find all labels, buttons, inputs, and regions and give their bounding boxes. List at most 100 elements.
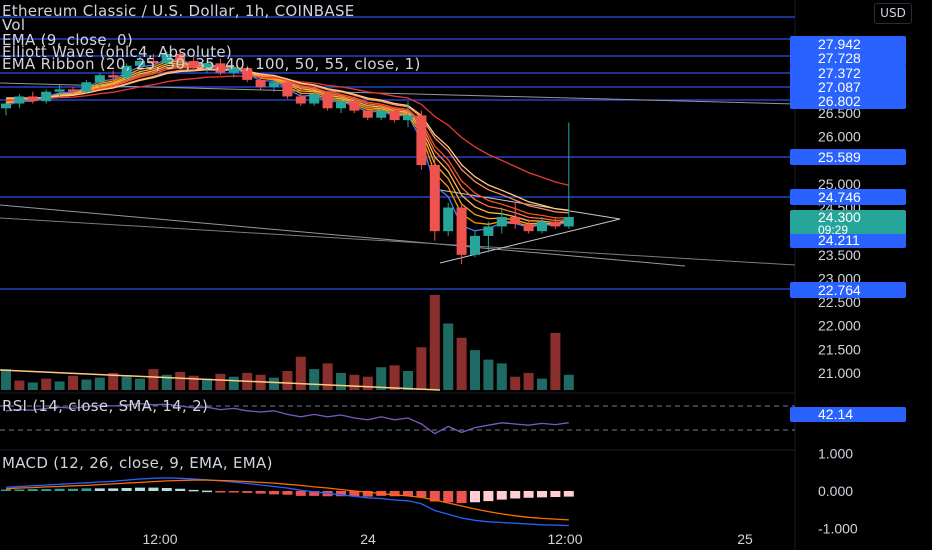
macd-histogram-bar [255,491,266,494]
price-tick-label: 21.500 [818,341,861,357]
candle-body [416,115,427,165]
candle-body [322,94,333,109]
volume-bar [41,378,52,390]
macd-histogram-bar [121,488,132,491]
candle-body [202,63,212,69]
price-tick-label: 23.500 [818,247,861,263]
volume-bar [456,337,467,390]
currency-button[interactable]: USD [874,3,912,24]
volume-bar [1,369,11,390]
ema-ribbon-line [5,69,569,211]
volume-bar [563,374,574,390]
volume-bar [376,367,387,390]
signal-line [5,479,569,521]
volume-bar [215,373,226,390]
rsi-value-text: 42.14 [818,406,853,422]
volume-bar [483,359,494,390]
vol-legend[interactable]: Vol [2,16,26,34]
volume-bar [148,369,159,390]
candle-body [255,79,266,87]
candle-body [54,89,65,92]
rsi-legend[interactable]: RSI (14, close, SMA, 14, 2) [2,397,209,415]
price-label-box [790,232,906,248]
macd-histogram-bar [14,489,25,491]
macd-histogram-bar [108,488,119,491]
candle-body [496,217,507,227]
triangle-line [439,218,621,264]
macd-histogram-bar [202,490,212,493]
volume-bar [470,350,480,390]
macd-histogram-bar [403,491,413,496]
candle-body [295,96,306,104]
macd-histogram-bar [510,491,521,499]
macd-histogram-bar [68,488,78,491]
candle-body [282,82,293,97]
macd-histogram-bar [309,491,320,496]
volume-bar [269,377,279,390]
volume-bar [228,376,239,390]
price-label-text: 26.802 [818,93,861,109]
candle-body [68,89,78,92]
volume-bar [349,374,360,390]
price-tick-label: 21.000 [818,365,861,381]
macd-tick-label: -1.000 [818,521,858,537]
price-label-box [790,93,906,109]
ribbon-legend[interactable]: EMA Ribbon (20, 25, 30, 35, 40, 100, 50,… [2,55,421,73]
volume-bar [135,378,145,390]
volume-bar [121,376,132,390]
candle-body [188,61,199,69]
macd-histogram-bar [523,491,534,498]
candle-body [443,207,454,232]
candle-body [510,217,521,225]
volume-bar [188,375,199,390]
candle-body [14,96,25,104]
price-label-text: 27.087 [818,79,861,95]
macd-histogram-bar [563,491,574,497]
volume-bar [202,378,212,390]
price-tick-label: 22.000 [818,318,861,334]
candle-body [94,75,105,83]
candle-body [563,217,574,227]
macd-legend[interactable]: MACD (12, 26, close, 9, EMA, EMA) [2,454,273,472]
candle-body [108,75,119,78]
candle-body [523,224,534,232]
price-tick-label: 26.000 [818,129,861,145]
macd-histogram-bar [550,491,561,497]
symbol-title[interactable]: Ethereum Classic / U.S. Dollar, 1h, COIN… [2,2,355,20]
macd-histogram-bar [215,491,226,493]
macd-histogram-bar [94,488,105,491]
current-price-text: 24.300 [818,209,861,225]
macd-histogram-bar [81,488,92,491]
macd-histogram-bar [41,489,52,491]
macd-histogram-bar [496,491,507,500]
macd-histogram-bar [175,488,186,491]
candle-body [429,165,440,232]
volume-ma-line [0,369,441,391]
macd-histogram-bar [54,488,65,491]
current-price-box [790,210,906,234]
elliott-legend[interactable]: Elliott Wave (ohlc4, Absolute) [2,43,233,61]
rsi-value-box [790,407,906,422]
candle-body [81,82,92,92]
price-tick-label: 22.500 [818,294,861,310]
macd-histogram-bar [161,488,172,491]
candle-body [456,207,467,255]
candle-body [175,53,186,61]
macd-histogram-bar [456,491,467,503]
macd-histogram-bar [483,491,494,502]
price-label-box [790,282,906,298]
price-label-box [790,65,906,81]
candle-body [403,115,413,121]
trend-line [0,82,796,105]
macd-histogram-bar [1,489,11,491]
rsi-line [5,402,569,435]
volume-bar [282,371,293,390]
price-tick-label: 25.000 [818,176,861,192]
macd-histogram-bar [148,487,159,491]
volume-bar [161,374,172,390]
volume-bar [175,371,186,390]
trend-line [0,217,796,266]
price-label-box [790,36,906,52]
ema-legend[interactable]: EMA (9, close, 0) [2,31,134,49]
